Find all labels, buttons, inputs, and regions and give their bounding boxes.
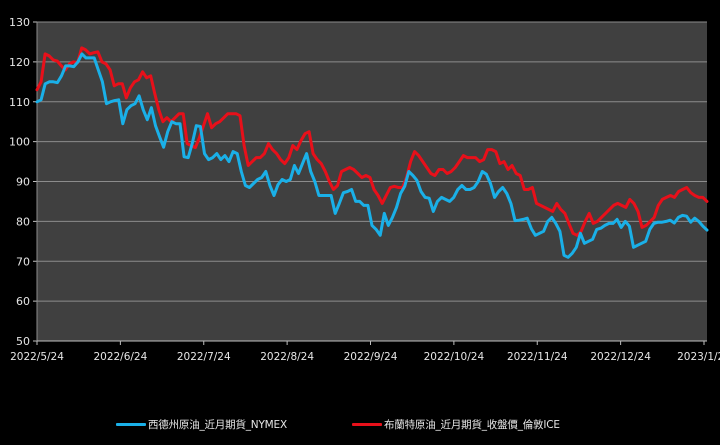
x-tick-label: 2022/9/24 xyxy=(344,351,398,363)
legend-item-wti: 西德州原油_近月期貨_NYMEX xyxy=(116,414,287,434)
y-tick-label: 60 xyxy=(16,295,30,308)
y-tick-label: 80 xyxy=(16,215,30,228)
series-line xyxy=(35,52,709,259)
legend-item-brent: 布蘭特原油_近月期貨_收盤價_倫敦ICE xyxy=(352,414,560,434)
y-tick-label: 50 xyxy=(16,335,30,348)
legend-label-wti: 西德州原油_近月期貨_NYMEX xyxy=(148,418,287,431)
x-tick-label: 2022/6/24 xyxy=(93,351,147,363)
x-tick-label: 2023/1/24 xyxy=(677,351,720,363)
x-tick-label: 2022/12/24 xyxy=(590,351,651,363)
series-line xyxy=(35,46,709,237)
x-tick-label: 2022/7/24 xyxy=(177,351,231,363)
x-tick-label: 2022/8/24 xyxy=(260,351,314,363)
chart-legend: 西德州原油_近月期貨_NYMEX 布蘭特原油_近月期貨_收盤價_倫敦ICE xyxy=(0,414,720,434)
x-tick-label: 2022/5/24 xyxy=(10,351,64,363)
legend-label-brent: 布蘭特原油_近月期貨_收盤價_倫敦ICE xyxy=(384,418,560,431)
y-tick-label: 130 xyxy=(9,16,30,29)
legend-swatch-brent xyxy=(352,422,382,426)
y-tick-label: 120 xyxy=(9,56,30,69)
y-tick-label: 100 xyxy=(9,136,30,149)
x-axis: 2022/5/24 2022/6/24 2022/7/24 2022/8/24 2022… xyxy=(10,340,720,363)
y-axis: 50 60 70 80 90 100 110 120 130 xyxy=(9,16,38,348)
legend-swatch-wti xyxy=(116,422,146,426)
series-lines xyxy=(35,46,709,259)
y-tick-label: 110 xyxy=(9,96,30,109)
x-tick-label: 2022/11/24 xyxy=(507,351,568,363)
x-tick-label: 2022/10/24 xyxy=(424,351,485,363)
y-tick-label: 70 xyxy=(16,255,30,268)
y-tick-label: 90 xyxy=(16,176,30,189)
